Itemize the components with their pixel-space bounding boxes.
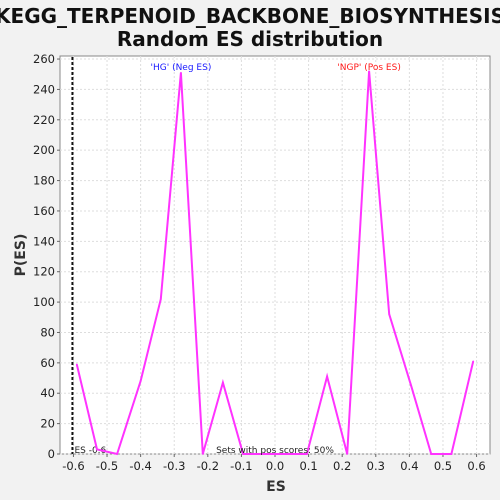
y-tick-label: 220	[33, 113, 55, 127]
data-point	[326, 375, 328, 378]
data-point	[116, 453, 118, 455]
series-line	[75, 71, 475, 456]
annotation-label: 'HG' (Neg ES)	[151, 63, 212, 73]
y-tick-label: 240	[33, 82, 55, 96]
data-point	[96, 448, 98, 451]
x-tick-label: 0.3	[367, 459, 385, 473]
data-point	[410, 384, 412, 387]
data-point	[306, 453, 308, 455]
chart-title: KEGG_TERPENOID_BACKBONE_BIOSYNTHESIS:	[0, 4, 500, 28]
x-tick-label: 0.6	[467, 459, 485, 473]
y-axis-ticks: 0 20 40 60 80 100 120 140 160 180 200 220 240 260	[33, 52, 60, 461]
y-tick-label: 60	[40, 356, 55, 370]
data-point	[75, 363, 78, 366]
data-point	[346, 453, 349, 455]
y-axis-label: P(ES)	[13, 234, 29, 277]
series-group	[75, 70, 475, 456]
x-axis-label: ES	[266, 479, 286, 495]
data-point	[285, 453, 288, 455]
x-tick-label: 0.5	[434, 459, 452, 473]
y-tick-label: 100	[33, 295, 55, 309]
data-point	[139, 380, 142, 382]
y-tick-label: 160	[33, 204, 55, 218]
data-point	[388, 313, 391, 316]
data-point	[368, 70, 370, 72]
x-tick-label: 0.4	[400, 459, 418, 473]
y-tick-label: 140	[33, 234, 55, 248]
chart-subtitle: Random ES distribution	[117, 27, 383, 51]
y-tick-label: 40	[40, 386, 55, 400]
plot-area	[59, 55, 491, 455]
x-tick-label: -0.6	[62, 459, 84, 473]
y-tick-label: 260	[33, 52, 55, 66]
data-point	[242, 453, 244, 455]
data-point	[430, 453, 433, 455]
x-tick-label: 0.2	[333, 459, 351, 473]
x-tick-label: 0.0	[266, 459, 284, 473]
y-tick-label: 20	[40, 417, 55, 431]
data-point	[264, 453, 266, 455]
annotation-label: 'NGP' (Pos ES)	[337, 63, 401, 73]
y-tick-label: 180	[33, 174, 55, 188]
es-marker: ES -0.6	[71, 57, 107, 456]
x-tick-label: -0.4	[129, 459, 151, 473]
y-tick-label: 0	[48, 447, 55, 461]
data-point	[450, 453, 453, 455]
data-point	[472, 360, 475, 363]
data-point	[222, 381, 224, 384]
annotations: 'HG' (Neg ES) 'NGP' (Pos ES) Sets with pos…	[151, 63, 401, 456]
y-tick-label: 80	[40, 325, 55, 339]
data-point	[159, 298, 162, 300]
x-tick-label: -0.1	[230, 459, 252, 473]
x-tick-label: 0.1	[299, 459, 317, 473]
data-point	[201, 453, 204, 455]
data-point	[180, 71, 182, 74]
y-tick-label: 200	[33, 143, 55, 157]
x-tick-label: -0.2	[197, 459, 219, 473]
x-axis-ticks: -0.6 -0.5 -0.4 -0.3 -0.2 -0.1 0.0 0.1 0.2 0.3 0.4 0…	[62, 454, 486, 473]
annotation-label: Sets with pos scores: 50%	[216, 446, 334, 456]
x-tick-label: -0.3	[163, 459, 185, 473]
es-marker-label: ES -0.6	[74, 446, 106, 456]
y-tick-label: 120	[33, 265, 55, 279]
x-tick-label: -0.5	[96, 459, 118, 473]
